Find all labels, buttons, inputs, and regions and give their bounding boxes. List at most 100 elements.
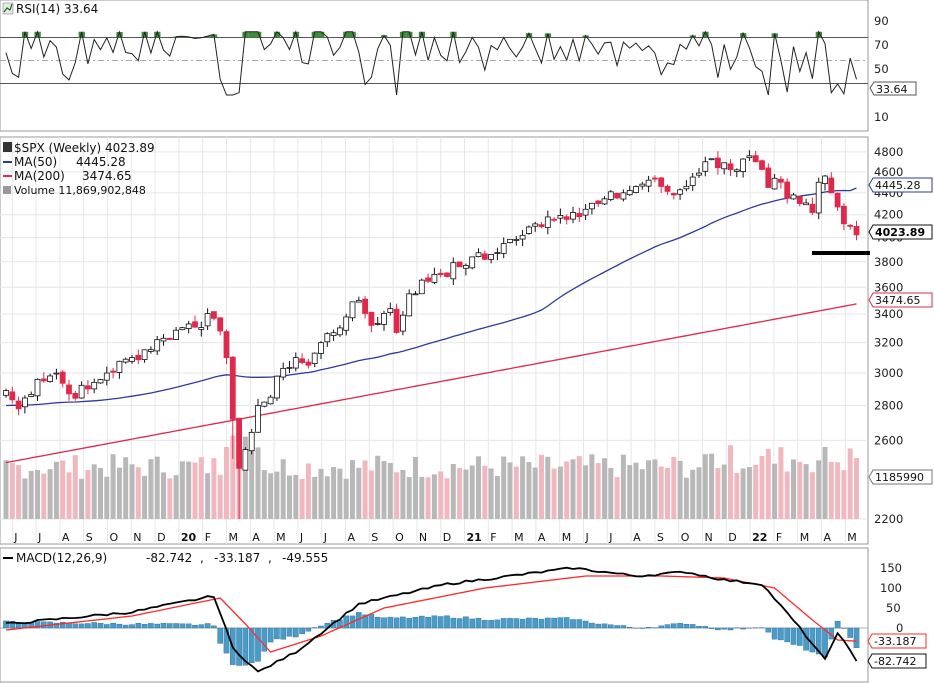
volume-bar bbox=[242, 436, 248, 519]
macd-histogram-bar bbox=[658, 625, 664, 629]
candle bbox=[374, 323, 381, 325]
macd-histogram-bar bbox=[601, 623, 608, 629]
volume-bar bbox=[387, 463, 393, 519]
volume-bar bbox=[394, 472, 400, 519]
macd-histogram-bar bbox=[557, 617, 564, 629]
ma50-value-box: 4445.28 bbox=[868, 177, 933, 193]
macd-histogram-bar bbox=[97, 623, 104, 629]
rsi-panel-frame bbox=[0, 0, 869, 132]
rsi-line bbox=[5, 29, 857, 96]
volume-bar bbox=[665, 467, 670, 519]
macd-tick-50: 50 bbox=[886, 601, 901, 615]
candle bbox=[778, 178, 784, 183]
candle bbox=[129, 357, 135, 362]
candle bbox=[822, 175, 828, 184]
macd-histogram-bar bbox=[185, 623, 192, 629]
macd-histogram-bar bbox=[500, 618, 507, 629]
macd-value-box: -82.742 bbox=[867, 653, 927, 669]
candle bbox=[28, 394, 35, 397]
macd-histogram-bar bbox=[507, 618, 513, 629]
candle bbox=[570, 212, 576, 220]
volume-bar bbox=[646, 460, 652, 519]
volume-bar bbox=[778, 447, 784, 519]
volume-bar bbox=[564, 461, 570, 519]
macd-histogram-bar bbox=[381, 617, 387, 629]
volume-bar bbox=[633, 462, 639, 519]
macd-histogram-bar bbox=[526, 617, 532, 629]
macd-histogram-bar bbox=[677, 622, 683, 629]
macd-histogram-bar bbox=[122, 624, 129, 629]
volume-bar bbox=[765, 449, 771, 519]
volume-bar bbox=[47, 469, 53, 519]
candle bbox=[399, 314, 406, 332]
macd-hist-value: -49.555 bbox=[282, 551, 328, 565]
volume-bar bbox=[261, 470, 267, 519]
candle bbox=[727, 163, 734, 170]
volume-bar bbox=[425, 477, 431, 519]
candle bbox=[607, 191, 614, 200]
volume-bar bbox=[255, 447, 261, 519]
rsi-overbought-fill bbox=[21, 31, 29, 38]
x-label: O bbox=[395, 531, 404, 544]
candle bbox=[437, 272, 444, 275]
ma200-line bbox=[5, 303, 857, 464]
volume-bar bbox=[690, 469, 696, 519]
macd-histogram-bar bbox=[267, 627, 274, 643]
x-label: M bbox=[800, 531, 810, 544]
macd-histogram-bar bbox=[545, 617, 551, 629]
volume-bar bbox=[79, 478, 85, 519]
macd-histogram-bar bbox=[412, 616, 419, 629]
volume-bar bbox=[419, 476, 425, 519]
x-label: F bbox=[205, 531, 211, 544]
volume-bar bbox=[709, 453, 715, 519]
volume-bar bbox=[154, 456, 160, 519]
volume-bar bbox=[614, 477, 620, 519]
macd-signal-box-text: -33.187 bbox=[874, 635, 916, 648]
volume-bar bbox=[772, 463, 778, 519]
volume-bar bbox=[406, 477, 412, 519]
macd-histogram-bar bbox=[211, 625, 217, 629]
last-price-box: 4023.89 bbox=[868, 224, 933, 240]
volume-bar bbox=[639, 469, 645, 519]
rsi-overbought-fill bbox=[34, 31, 41, 38]
ma50-box-text: 4445.28 bbox=[875, 179, 921, 192]
rsi-overbought-fill bbox=[525, 33, 533, 38]
macd-histogram-bar bbox=[582, 620, 589, 629]
x-label: O bbox=[110, 531, 119, 544]
volume-bar bbox=[791, 459, 796, 519]
candle bbox=[343, 316, 350, 331]
macd-tick-150: 150 bbox=[880, 561, 902, 575]
candle bbox=[40, 378, 47, 382]
candle bbox=[223, 331, 230, 359]
volume-bar bbox=[532, 467, 538, 519]
macd-histogram-bar bbox=[765, 627, 772, 633]
macd-histogram-bar bbox=[154, 623, 161, 629]
volume-bar bbox=[287, 475, 292, 519]
candle bbox=[412, 293, 419, 296]
candle bbox=[362, 298, 369, 314]
price-header: $SPX (Weekly) 4023.89 MA(50) 4445.28 MA(… bbox=[3, 141, 155, 197]
macd-histogram-bar bbox=[809, 627, 816, 653]
volume-bar bbox=[854, 457, 859, 519]
x-label: S bbox=[86, 531, 93, 544]
volume-bar bbox=[129, 464, 135, 519]
candle bbox=[368, 311, 375, 326]
macd-histogram-bar bbox=[538, 619, 545, 629]
candle bbox=[349, 301, 356, 319]
candle bbox=[834, 192, 841, 208]
x-label: F bbox=[776, 531, 782, 544]
x-label: S bbox=[657, 531, 664, 544]
volume-bar bbox=[570, 459, 576, 519]
macd-histogram-bar bbox=[248, 627, 255, 664]
candle bbox=[324, 333, 331, 343]
rsi-value-box: 33.64 bbox=[869, 81, 917, 96]
volume-value-box: 1185990 bbox=[868, 469, 933, 485]
candle bbox=[210, 311, 217, 319]
volume-bar bbox=[60, 460, 66, 519]
candle bbox=[809, 203, 816, 213]
volume-bar bbox=[173, 475, 179, 519]
rsi-tick-70: 70 bbox=[874, 38, 889, 52]
volume-bar bbox=[753, 464, 759, 519]
macd-line bbox=[5, 566, 858, 673]
